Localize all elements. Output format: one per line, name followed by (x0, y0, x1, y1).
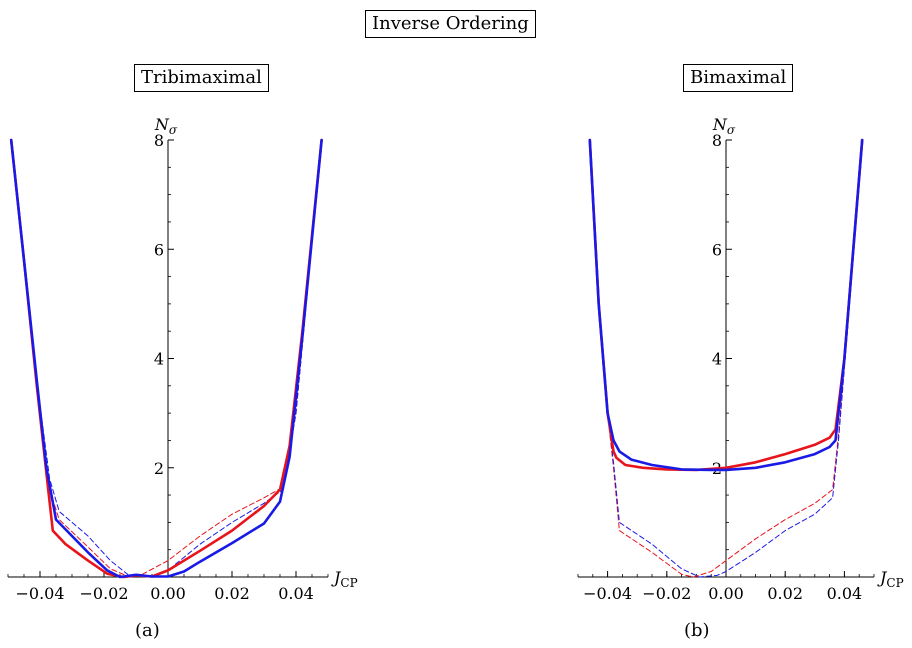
series-red-solid-line (9, 138, 323, 579)
x-tick-label: 0.02 (767, 584, 803, 603)
x-tick-label: 0.04 (827, 584, 863, 603)
y-tick-label: 2 (154, 459, 164, 478)
chart-panel-a: −0.04 −0.02 0.00 0.02 0.04 2 4 6 8Nσ JCP (7, 115, 358, 603)
y-tick-label: 8 (154, 131, 164, 150)
panel-a-caption: (a) (135, 620, 160, 641)
panel-b-caption: (b) (684, 620, 710, 641)
y-axis-title: Nσ (154, 115, 178, 137)
series-blue-dashed-line (10, 139, 323, 578)
y-tick-label: 4 (154, 350, 164, 369)
x-tick-label: −0.02 (79, 584, 128, 603)
y-tick-label: 6 (154, 240, 164, 259)
series-red-dashed-line (589, 139, 863, 578)
x-tick-label: 0.02 (214, 584, 250, 603)
series-blue-solid-line (588, 138, 864, 472)
x-axis-title: JCP (877, 568, 904, 590)
y-tick-label: 4 (712, 350, 722, 369)
x-tick-label: −0.02 (642, 584, 691, 603)
y-tick-label: 8 (712, 131, 722, 150)
panel-b-title: Bimaximal (683, 64, 794, 92)
x-tick-label: 0.00 (150, 584, 186, 603)
x-tick-label: 0.04 (278, 584, 314, 603)
panel-a-title: Tribimaximal (134, 64, 269, 92)
y-axis-title: Nσ (712, 115, 736, 137)
series-red-dashed-line (10, 139, 323, 578)
x-axis-title: JCP (331, 568, 358, 590)
series-blue-solid-line (9, 138, 323, 579)
figure-title: Inverse Ordering (365, 10, 536, 38)
y-tick-label: 6 (712, 240, 722, 259)
x-tick-label: 0.00 (708, 584, 744, 603)
x-tick-label: −0.04 (583, 584, 632, 603)
x-tick-label: −0.04 (15, 584, 64, 603)
